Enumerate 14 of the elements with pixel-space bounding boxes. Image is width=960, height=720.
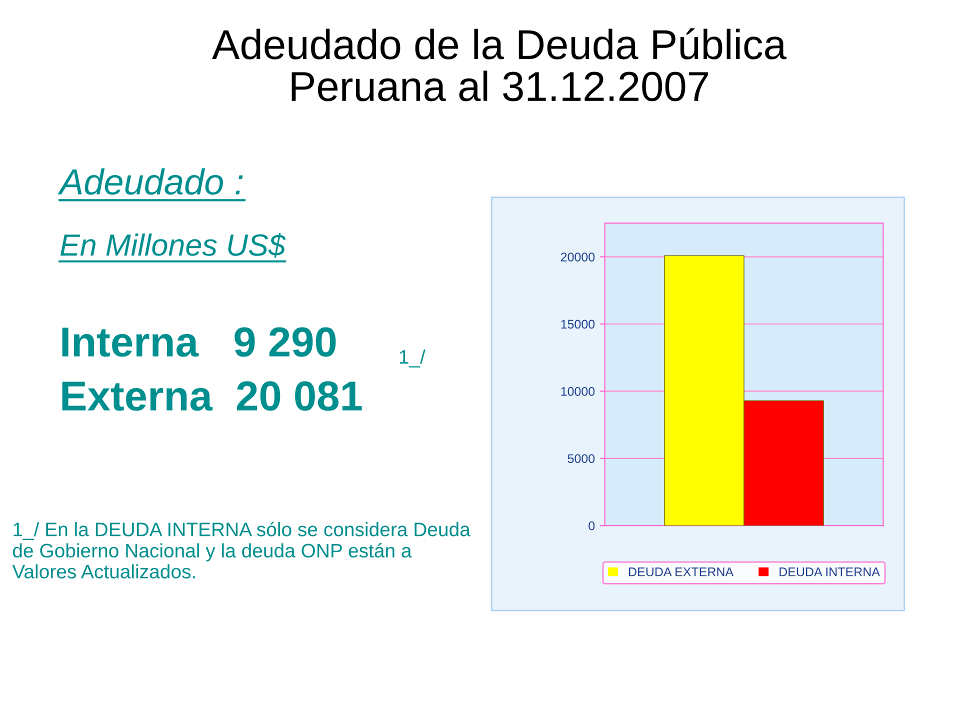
text: Adeudado :: [58, 168, 243, 195]
text: Interna 9 290: [62, 327, 336, 357]
y-tick-label: 15000: [561, 320, 595, 329]
y-tick-label: 5000: [568, 454, 595, 464]
legend-label: DEUDA INTERNA: [780, 568, 880, 576]
y-tick-label: 10000: [561, 387, 595, 396]
legend-label: DEUDA EXTERNA: [629, 568, 734, 576]
text: En Millones US$: [60, 232, 286, 258]
chart-title: Adeudado de la Deuda Pública Peruana al 31.12.2007: [212, 28, 786, 102]
y-tick-label: 0: [588, 521, 595, 530]
text: 1_/: [400, 350, 426, 368]
text: Externa 20 081: [62, 381, 362, 411]
y-tick-label: 20000: [560, 252, 595, 262]
text: 1_/ En la DEUDA INTERNA sólo se considera Deuda de Gobierno Nacional y la deuda ONP están a Valores Actualizados.: [12, 522, 470, 578]
